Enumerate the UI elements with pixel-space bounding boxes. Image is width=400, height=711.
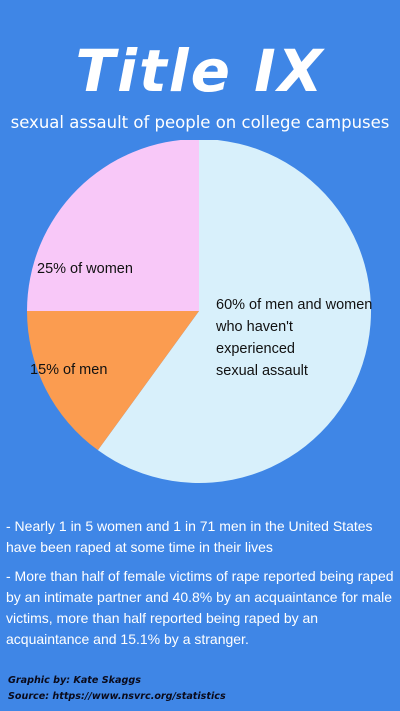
notes: - Nearly 1 in 5 women and 1 in 71 men in… [6, 516, 398, 658]
slice-label-2: 15% of men [30, 362, 107, 378]
pie-slice-2 [27, 311, 199, 451]
note-2: - More than half of female victims of ra… [6, 568, 394, 647]
page-subtitle: sexual assault of people on college camp… [10, 113, 390, 132]
credit: Graphic by: Kate Skaggs Source: https://… [8, 673, 226, 705]
graphic-credit: Graphic by: Kate Skaggs [8, 675, 141, 686]
pie-slice-3 [27, 140, 199, 311]
page-title: Title IX [75, 37, 325, 105]
pie-chart: 60% of men and women who haven't experienc… [27, 140, 372, 483]
slice-label-3: 25% of women [37, 261, 133, 277]
source-credit: Source: https://www.nsvrc.org/statistics [8, 691, 226, 702]
note-1: - Nearly 1 in 5 women and 1 in 71 men in… [6, 518, 373, 555]
pie-slice-1 [97, 140, 371, 483]
slice-label-1: 60% of men and women who haven't experienc… [215, 297, 372, 379]
